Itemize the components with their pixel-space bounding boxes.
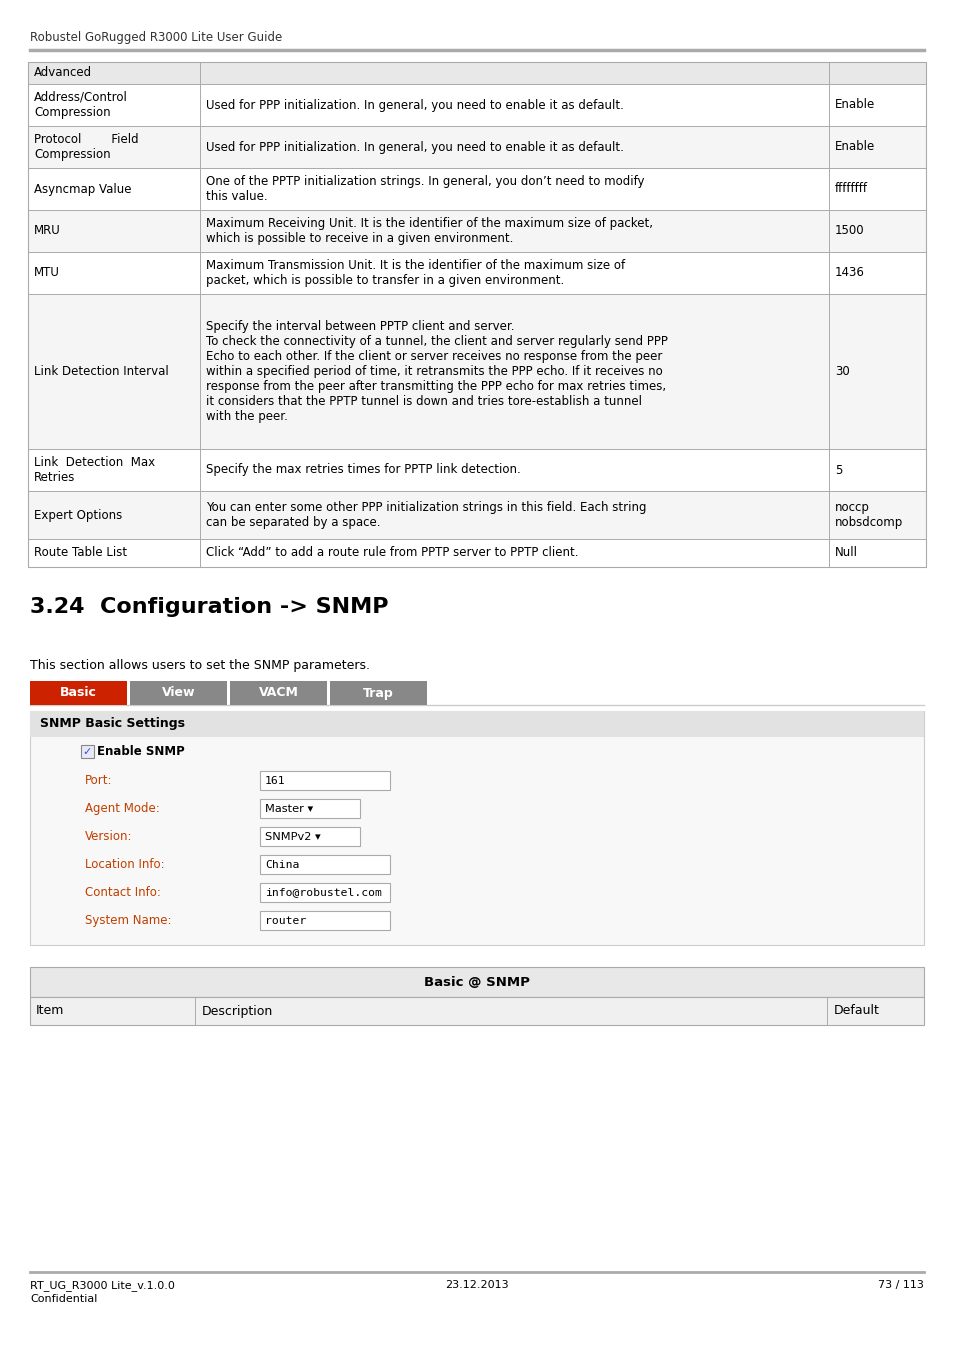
Text: Specify the interval between PPTP client and server.
To check the connectivity o: Specify the interval between PPTP client… [206,320,668,423]
Bar [28,252,925,294]
Text: View: View [162,687,195,699]
Text: Click “Add” to add a route rule from PPTP server to PPTP client.: Click “Add” to add a route rule from PPT… [206,547,578,559]
Text: Address/Control
Compression: Address/Control Compression [34,90,128,119]
Bar [28,62,925,567]
Text: Used for PPP initialization. In general, you need to enable it as default.: Used for PPP initialization. In general,… [206,140,623,154]
Text: Maximum Receiving Unit. It is the identifier of the maximum size of packet,
whic: Maximum Receiving Unit. It is the identi… [206,217,653,244]
Bar [130,680,227,705]
Text: Location Info:: Location Info: [85,859,165,871]
Text: SNMPv2 ▾: SNMPv2 ▾ [265,832,320,841]
Bar [260,799,359,818]
Text: Basic: Basic [60,687,97,699]
Bar [28,84,925,126]
Text: Default: Default [833,1004,879,1018]
Bar [30,967,923,998]
Text: Master ▾: Master ▾ [265,803,313,814]
Text: Link Detection Interval: Link Detection Interval [34,364,169,378]
Text: Port:: Port: [85,774,112,787]
Text: Specify the max retries times for PPTP link detection.: Specify the max retries times for PPTP l… [206,463,520,477]
Text: 73 / 113: 73 / 113 [877,1280,923,1291]
Text: 161: 161 [265,775,285,786]
Text: Enable: Enable [834,99,874,112]
Text: VACM: VACM [258,687,298,699]
Text: China: China [265,860,299,869]
Text: SNMP Basic Settings: SNMP Basic Settings [40,717,185,730]
Text: Null: Null [834,547,857,559]
Text: Enable: Enable [834,140,874,154]
Text: 1500: 1500 [834,224,863,238]
Text: MRU: MRU [34,224,61,238]
Text: 30: 30 [834,364,849,378]
Bar [28,62,925,84]
Text: Confidential: Confidential [30,1295,97,1304]
Text: Agent Mode:: Agent Mode: [85,802,159,815]
Bar [28,126,925,167]
Text: Asyncmap Value: Asyncmap Value [34,182,132,196]
Text: info@robustel.com: info@robustel.com [265,887,381,898]
Bar [28,294,925,450]
Text: 1436: 1436 [834,266,864,279]
Text: 23.12.2013: 23.12.2013 [445,1280,508,1291]
Bar [260,771,390,790]
Text: You can enter some other PPP initialization strings in this field. Each string
c: You can enter some other PPP initializat… [206,501,646,529]
Text: This section allows users to set the SNMP parameters.: This section allows users to set the SNM… [30,659,370,672]
Bar [260,828,359,846]
Text: router: router [265,915,306,926]
Text: Expert Options: Expert Options [34,509,122,521]
Bar [230,680,327,705]
Text: Basic @ SNMP: Basic @ SNMP [424,976,529,988]
Text: ffffffff: ffffffff [834,182,867,196]
Text: Link  Detection  Max
Retries: Link Detection Max Retries [34,456,155,485]
Bar [28,167,925,211]
Text: Contact Info:: Contact Info: [85,886,161,899]
Text: System Name:: System Name: [85,914,172,927]
Text: One of the PPTP initialization strings. In general, you don’t need to modify
thi: One of the PPTP initialization strings. … [206,176,644,202]
Text: noccp
nobsdcomp: noccp nobsdcomp [834,501,902,529]
Text: Protocol        Field
Compression: Protocol Field Compression [34,134,138,161]
Text: Maximum Transmission Unit. It is the identifier of the maximum size of
packet, w: Maximum Transmission Unit. It is the ide… [206,259,625,288]
Bar [28,211,925,252]
Bar [28,491,925,539]
Bar [30,998,923,1025]
Bar [30,711,923,737]
Text: Item: Item [36,1004,64,1018]
Bar [30,711,923,945]
Text: Description: Description [201,1004,273,1018]
Bar [28,539,925,567]
Bar [260,911,390,930]
Text: RT_UG_R3000 Lite_v.1.0.0: RT_UG_R3000 Lite_v.1.0.0 [30,1280,174,1291]
Bar [260,855,390,873]
Text: Enable SNMP: Enable SNMP [97,745,185,757]
Text: 3.24  Configuration -> SNMP: 3.24 Configuration -> SNMP [30,597,388,617]
Text: Used for PPP initialization. In general, you need to enable it as default.: Used for PPP initialization. In general,… [206,99,623,112]
Text: Trap: Trap [363,687,394,699]
Text: Version:: Version: [85,830,132,842]
Text: Route Table List: Route Table List [34,547,127,559]
Bar [81,745,94,757]
Bar [260,883,390,902]
Text: MTU: MTU [34,266,60,279]
Bar [330,680,427,705]
Text: 5: 5 [834,463,841,477]
Bar [28,450,925,491]
Bar [30,680,127,705]
Text: Robustel GoRugged R3000 Lite User Guide: Robustel GoRugged R3000 Lite User Guide [30,31,282,45]
Text: Advanced: Advanced [34,66,92,80]
Text: ✓: ✓ [83,747,92,756]
